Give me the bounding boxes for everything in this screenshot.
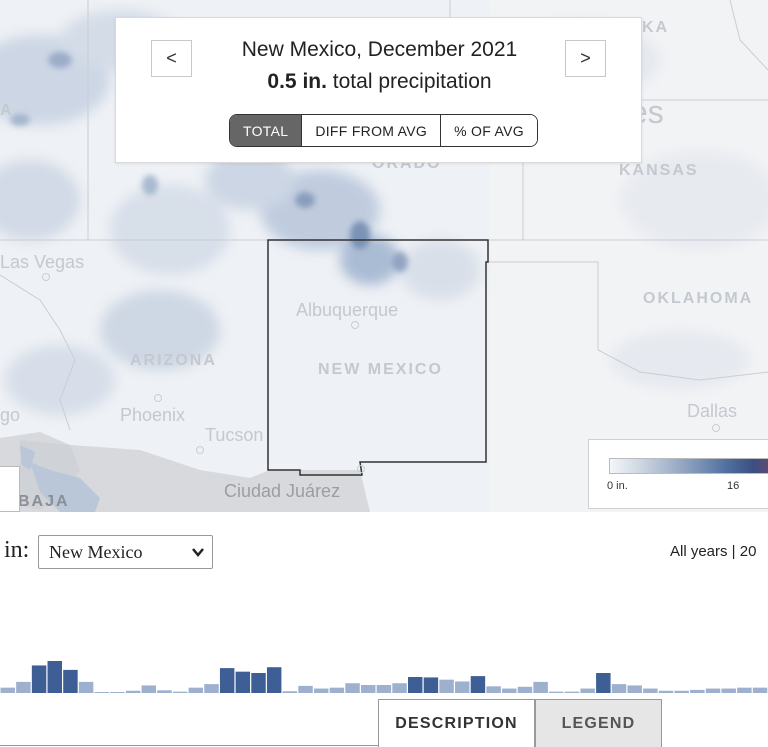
toggle-diff-from-avg[interactable]: DIFF FROM AVG bbox=[301, 115, 441, 146]
city-label-dallas: Dallas bbox=[687, 401, 738, 421]
view-mode-toggle: TOTAL DIFF FROM AVG % OF AVG bbox=[229, 114, 538, 147]
histogram-bar[interactable] bbox=[16, 681, 31, 693]
histogram-bar[interactable] bbox=[439, 679, 454, 693]
histogram-bar[interactable] bbox=[423, 677, 439, 693]
scale-mid-label: 16 bbox=[727, 480, 740, 492]
histogram-bar[interactable] bbox=[172, 691, 188, 693]
page-title: New Mexico, December 2021 bbox=[241, 38, 518, 61]
histogram-bar[interactable] bbox=[141, 685, 157, 693]
city-label-ciudad-juarez: Ciudad Juárez bbox=[224, 481, 341, 501]
histogram-bar[interactable] bbox=[78, 681, 94, 693]
state-label-baja: BAJA bbox=[18, 493, 70, 510]
state-label-oklahoma: OKLAHOMA bbox=[643, 290, 754, 307]
histogram-bar[interactable] bbox=[219, 668, 235, 693]
histogram-bar[interactable] bbox=[752, 687, 768, 693]
histogram-bar[interactable] bbox=[345, 683, 360, 693]
histogram-bar[interactable] bbox=[549, 691, 564, 693]
city-label-phoenix: Phoenix bbox=[120, 405, 186, 425]
histogram-bar[interactable] bbox=[643, 688, 658, 693]
histogram-bar[interactable] bbox=[313, 688, 329, 693]
precipitation-summary: 0.5 in. total precipitation bbox=[116, 70, 643, 94]
state-label-partial-left: A bbox=[0, 102, 14, 119]
state-select[interactable]: New Mexico bbox=[38, 535, 213, 569]
color-scale-legend: 0 in. 16 bbox=[588, 439, 768, 509]
histogram-bar[interactable] bbox=[737, 687, 752, 693]
city-label-tucson: Tucson bbox=[205, 425, 264, 445]
histogram-bar[interactable] bbox=[329, 687, 345, 693]
histogram-bar[interactable] bbox=[502, 688, 517, 693]
in-label: in: bbox=[4, 537, 30, 563]
histogram-bar[interactable] bbox=[31, 665, 47, 693]
histogram-bar[interactable] bbox=[721, 688, 736, 693]
city-dot-ciudad-juarez bbox=[357, 465, 365, 473]
city-dot-phoenix bbox=[154, 394, 162, 402]
histogram-bar[interactable] bbox=[94, 692, 110, 693]
histogram-bar[interactable] bbox=[157, 690, 172, 693]
scale-min-label: 0 in. bbox=[607, 480, 628, 492]
toggle-percent-of-avg[interactable]: % OF AVG bbox=[440, 115, 537, 146]
histogram-bar[interactable] bbox=[517, 686, 533, 693]
city-dot-tucson bbox=[196, 446, 204, 454]
histogram-bar[interactable] bbox=[235, 671, 251, 693]
tab-legend[interactable]: LEGEND bbox=[535, 699, 662, 747]
state-select-value: New Mexico bbox=[49, 541, 143, 562]
precipitation-histogram[interactable] bbox=[0, 640, 768, 695]
state-label-kansas: KANSAS bbox=[619, 162, 699, 179]
city-dot-dallas bbox=[712, 424, 720, 432]
state-label-arizona: ARIZONA bbox=[130, 352, 217, 369]
city-dot-albuquerque bbox=[351, 321, 359, 329]
histogram-bar[interactable] bbox=[627, 685, 642, 693]
state-label-nebraska-partial: KA bbox=[642, 19, 670, 36]
city-label-albuquerque: Albuquerque bbox=[296, 300, 399, 320]
filter-row: in: New Mexico All years | 20 bbox=[0, 533, 768, 573]
histogram-bar[interactable] bbox=[251, 673, 266, 693]
tab-description[interactable]: DESCRIPTION bbox=[378, 699, 535, 747]
histogram-bar[interactable] bbox=[47, 661, 62, 693]
chevron-down-icon bbox=[192, 548, 204, 557]
histogram-bar[interactable] bbox=[705, 688, 721, 693]
histogram-bar[interactable] bbox=[392, 683, 407, 693]
histogram-bar[interactable] bbox=[110, 692, 125, 693]
histogram-bar[interactable] bbox=[674, 690, 689, 693]
histogram-bar[interactable] bbox=[408, 677, 423, 693]
histogram-bar[interactable] bbox=[63, 669, 78, 693]
next-month-button[interactable]: > bbox=[565, 40, 606, 77]
previous-month-button[interactable]: < bbox=[151, 40, 192, 77]
tabs-divider bbox=[0, 745, 378, 746]
histogram-bar[interactable] bbox=[125, 690, 141, 693]
header-card: < New Mexico, December 2021 0.5 in. tota… bbox=[115, 17, 642, 163]
histogram-bar[interactable] bbox=[0, 687, 15, 693]
histogram-bar[interactable] bbox=[298, 685, 313, 693]
city-label-las-vegas: Las Vegas bbox=[0, 252, 85, 272]
histogram-bar[interactable] bbox=[188, 687, 204, 693]
total-value: 0.5 in. bbox=[267, 70, 327, 93]
histogram-bar[interactable] bbox=[486, 686, 501, 693]
histogram-bar[interactable] bbox=[658, 690, 674, 693]
years-label[interactable]: All years | 20 bbox=[670, 543, 757, 560]
total-suffix: total precipitation bbox=[326, 70, 492, 93]
histogram-bar[interactable] bbox=[455, 681, 470, 693]
precipitation-map[interactable]: KANSAS OKLAHOMA ARIZONA NEW MEXICO BAJA … bbox=[0, 0, 768, 512]
toggle-total[interactable]: TOTAL bbox=[230, 115, 302, 146]
map-control-partial[interactable] bbox=[0, 466, 20, 512]
histogram-bar[interactable] bbox=[533, 681, 548, 693]
histogram-bar[interactable] bbox=[376, 685, 392, 693]
histogram-bar[interactable] bbox=[564, 691, 580, 693]
bottom-tabs: DESCRIPTION LEGEND bbox=[0, 699, 768, 747]
city-label-partial-left: go bbox=[0, 405, 21, 425]
city-dot-las-vegas bbox=[42, 273, 50, 281]
histogram-bar[interactable] bbox=[596, 673, 611, 693]
histogram-bar[interactable] bbox=[580, 688, 595, 693]
histogram-bar[interactable] bbox=[282, 691, 298, 693]
histogram-bar[interactable] bbox=[266, 667, 282, 693]
histogram-bar[interactable] bbox=[204, 684, 219, 693]
color-scale-bar bbox=[609, 458, 768, 474]
histogram-bar[interactable] bbox=[611, 684, 627, 693]
histogram-bar[interactable] bbox=[470, 676, 486, 693]
state-label-new-mexico: NEW MEXICO bbox=[318, 361, 443, 378]
histogram-bar[interactable] bbox=[360, 685, 376, 693]
histogram-bar[interactable] bbox=[690, 689, 705, 693]
